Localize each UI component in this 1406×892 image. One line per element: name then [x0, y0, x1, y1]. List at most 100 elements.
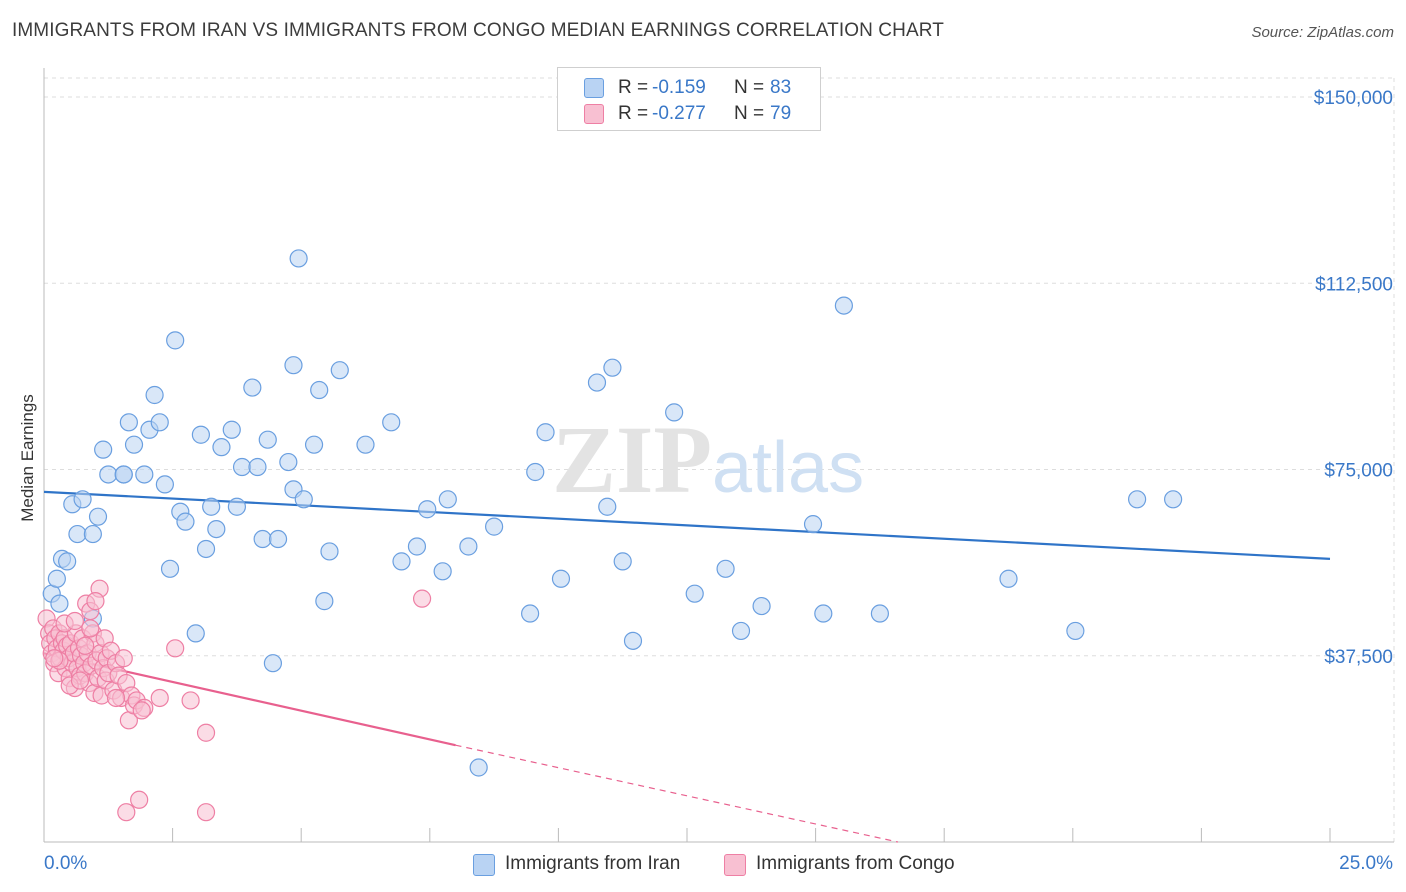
iran-point [114, 465, 133, 484]
legend-r-value: -0.159 [652, 77, 706, 98]
iran-point [613, 552, 632, 571]
iran-point [803, 515, 823, 534]
legend-r-label: R = [618, 77, 649, 98]
source-label: Source: ZipAtlas.com [1251, 24, 1394, 41]
legend-swatch-iran [584, 78, 604, 98]
legend-n-label: N = [734, 77, 765, 98]
legend-n-label: N = [734, 103, 765, 124]
legend-n-value: 83 [770, 77, 792, 98]
iran-point [485, 517, 504, 536]
iran-point [330, 361, 349, 380]
iran-point [598, 497, 617, 516]
iran-point [135, 465, 154, 484]
iran-point [88, 507, 108, 526]
iran-point [47, 569, 66, 588]
iran-point [382, 413, 401, 432]
y-tick-label: $37,500 [1324, 647, 1393, 668]
iran-point [459, 537, 478, 556]
congo-point [132, 701, 151, 720]
iran-point [243, 378, 262, 397]
iran-point [526, 462, 545, 482]
iran-point [551, 569, 571, 588]
iran-point [222, 420, 241, 439]
iran-point [207, 519, 226, 539]
iran-point [212, 438, 231, 457]
x-tick-label: 25.0% [1339, 853, 1393, 874]
iran-point [186, 624, 205, 643]
iran-point [284, 356, 303, 375]
iran-point [50, 594, 69, 613]
iran-point [94, 440, 113, 459]
iran-point [587, 373, 607, 392]
congo-trend-extension [455, 744, 899, 843]
y-axis-title: Median Earnings [18, 394, 37, 522]
trend-lines [43, 490, 1331, 843]
iran-point [623, 631, 643, 650]
congo-point [106, 688, 126, 708]
iran-point [418, 500, 437, 519]
iran-point [356, 435, 375, 454]
iran-point [731, 621, 751, 641]
iran-point [1164, 490, 1183, 509]
iran-point [814, 604, 833, 623]
legend-n-value: 79 [770, 103, 792, 124]
tick-labels: $37,500 $75,000 $112,500 $150,000 0.0% 25.0% [44, 88, 1393, 874]
iran-point [166, 331, 185, 350]
iran-point [834, 296, 853, 315]
congo-point [196, 723, 216, 742]
congo-point [65, 611, 84, 631]
legend-r-value: -0.277 [652, 103, 706, 124]
iran-point [145, 385, 164, 405]
y-tick-label: $75,000 [1324, 461, 1393, 482]
congo-point [76, 636, 95, 655]
iran-point [227, 497, 246, 516]
congo-point [412, 589, 432, 608]
congo-point [166, 639, 185, 658]
iran-point [258, 430, 277, 449]
congo-point [196, 803, 216, 822]
iran-point [469, 758, 488, 777]
iran-point [253, 529, 272, 549]
iran-point [407, 537, 427, 556]
congo-point [117, 803, 136, 822]
iran-point [310, 380, 329, 400]
iran-point [665, 403, 684, 422]
iran-point [191, 425, 210, 444]
iran-point [83, 524, 102, 544]
iran-point [196, 539, 216, 559]
iran-point [315, 592, 334, 611]
data-points [37, 249, 1183, 822]
iran-point [155, 475, 174, 494]
watermark-zip: ZIP [552, 406, 712, 513]
iran-point [279, 452, 298, 472]
x-tick-label: 0.0% [44, 853, 87, 874]
iran-point [521, 604, 540, 623]
iran-point [68, 524, 87, 544]
chart-title: IMMIGRANTS FROM IRAN VS IMMIGRANTS FROM … [12, 20, 944, 41]
iran-point [99, 465, 118, 484]
iran-point [176, 512, 195, 531]
iran-point [999, 569, 1018, 588]
congo-point [181, 691, 200, 710]
iran-point [268, 529, 288, 549]
iran-point [603, 358, 622, 377]
iran-point [58, 552, 77, 571]
congo-point [130, 790, 149, 809]
legend-row-congo: R = -0.277 N = 79 [558, 101, 820, 127]
legend: R = -0.159 N = 83 R = -0.277 N = 79 [557, 67, 821, 131]
congo-point [150, 688, 169, 708]
iran-point [438, 490, 457, 509]
iran-point [289, 249, 308, 268]
iran-point [160, 559, 180, 578]
bottom-legend-label-iran: Immigrants from Iran [505, 853, 681, 874]
iran-point [73, 490, 92, 509]
bottom-legend-swatch-congo [724, 854, 746, 876]
iran-point [150, 413, 169, 432]
iran-point [392, 552, 411, 571]
congo-point [81, 619, 100, 638]
iran-point [685, 584, 704, 603]
iran-point [304, 435, 324, 454]
congo-point [114, 649, 133, 668]
legend-r-label: R = [618, 103, 649, 124]
